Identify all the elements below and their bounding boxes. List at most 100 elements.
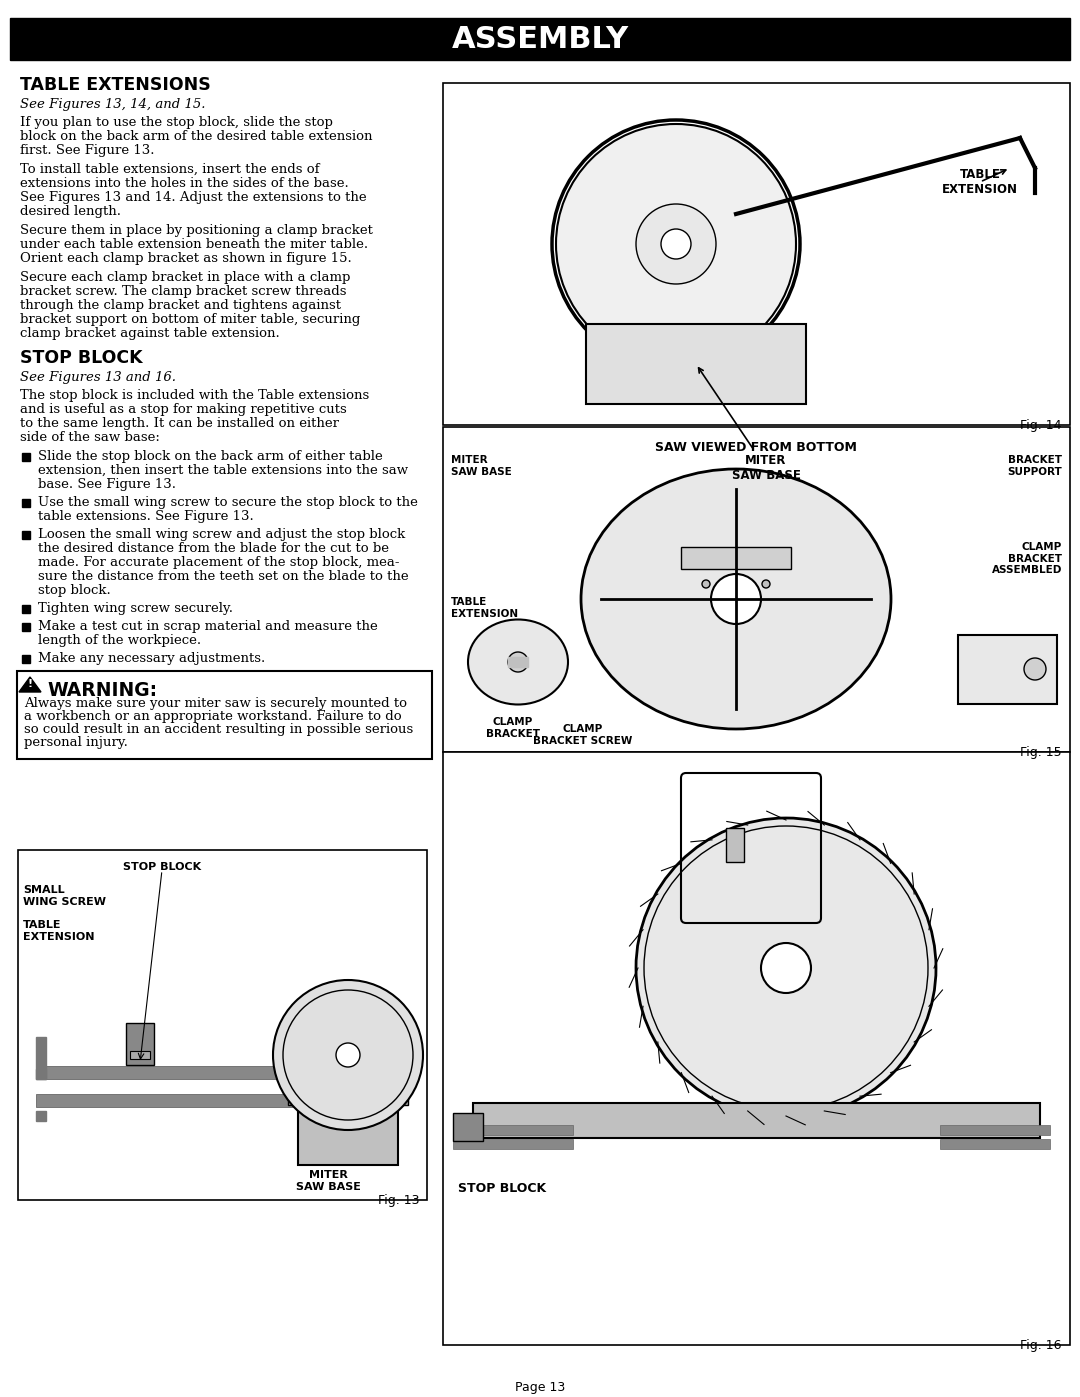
Bar [130,1051,150,1059]
Text: TABLE
EXTENSION: TABLE EXTENSION [23,921,95,942]
Ellipse shape [636,204,716,284]
Bar [726,828,744,862]
Circle shape [273,981,423,1130]
Text: stop block.: stop block. [38,584,111,597]
Text: first. See Figure 13.: first. See Figure 13. [21,144,154,156]
Text: Fig. 13: Fig. 13 [378,1194,419,1207]
Bar [22,655,30,664]
Text: and is useful as a stop for making repetitive cuts: and is useful as a stop for making repet… [21,402,347,416]
Bar [126,1023,154,1065]
Bar [22,453,30,461]
Text: Orient each clamp bracket as shown in figure 15.: Orient each clamp bracket as shown in fi… [21,251,352,265]
Bar [22,623,30,631]
Text: MITER
SAW BASE: MITER SAW BASE [296,1171,361,1192]
Text: Make a test cut in scrap material and measure the: Make a test cut in scrap material and me… [38,620,378,633]
Text: Fig. 14: Fig. 14 [1021,419,1062,432]
Text: TABLE EXTENSIONS: TABLE EXTENSIONS [21,75,211,94]
Bar [298,1065,399,1165]
Text: See Figures 13 and 14. Adjust the extensions to the: See Figures 13 and 14. Adjust the extens… [21,191,366,204]
Text: See Figures 13 and 16.: See Figures 13 and 16. [21,372,176,384]
Ellipse shape [556,124,796,365]
Text: CLAMP
BRACKET
ASSEMBLED: CLAMP BRACKET ASSEMBLED [991,542,1062,576]
Text: extensions into the holes in the sides of the base.: extensions into the holes in the sides o… [21,177,349,190]
Text: CLAMP
BRACKET: CLAMP BRACKET [486,717,540,739]
Bar [681,548,791,569]
Text: SMALL
WING SCREW: SMALL WING SCREW [23,886,106,907]
Bar [443,82,1070,425]
Text: Loosen the small wing screw and adjust the stop block: Loosen the small wing screw and adjust t… [38,528,405,541]
Text: See Figures 13, 14, and 15.: See Figures 13, 14, and 15. [21,98,205,110]
Bar [940,1125,1050,1134]
Text: to the same length. It can be installed on either: to the same length. It can be installed … [21,416,339,430]
Text: the desired distance from the blade for the cut to be: the desired distance from the blade for … [38,542,389,555]
Bar [453,1125,573,1134]
Text: MITER
SAW BASE: MITER SAW BASE [699,367,800,482]
Bar [453,1113,483,1141]
FancyBboxPatch shape [958,636,1057,704]
Text: bracket screw. The clamp bracket screw threads: bracket screw. The clamp bracket screw t… [21,285,347,298]
Text: Secure each clamp bracket in place with a clamp: Secure each clamp bracket in place with … [21,271,350,284]
Text: sure the distance from the teeth set on the blade to the: sure the distance from the teeth set on … [38,570,408,583]
Text: desired length.: desired length. [21,205,121,218]
Text: Make any necessary adjustments.: Make any necessary adjustments. [38,652,266,665]
Text: BRACKET
SUPPORT: BRACKET SUPPORT [1008,455,1062,476]
Polygon shape [19,678,41,692]
Text: CLAMP
BRACKET SCREW: CLAMP BRACKET SCREW [534,724,633,746]
Circle shape [761,943,811,993]
Bar [36,1094,328,1106]
Text: base. See Figure 13.: base. See Figure 13. [38,478,176,490]
Bar [18,849,427,1200]
Bar [36,1037,46,1078]
Text: side of the saw base:: side of the saw base: [21,432,160,444]
Text: STOP BLOCK: STOP BLOCK [458,1182,546,1194]
Ellipse shape [581,469,891,729]
Bar [508,657,528,666]
Text: SAW VIEWED FROM BOTTOM: SAW VIEWED FROM BOTTOM [656,441,856,454]
Text: !: ! [27,679,32,689]
Bar [36,1066,328,1078]
Text: block on the back arm of the desired table extension: block on the back arm of the desired tab… [21,130,373,142]
Text: so could result in an accident resulting in possible serious: so could result in an accident resulting… [24,724,414,736]
Bar [22,605,30,613]
Bar [586,324,806,404]
Bar [22,499,30,507]
Text: under each table extension beneath the miter table.: under each table extension beneath the m… [21,237,368,251]
Text: table extensions. See Figure 13.: table extensions. See Figure 13. [38,510,254,522]
Ellipse shape [468,619,568,704]
Bar [940,1139,1050,1148]
Text: STOP BLOCK: STOP BLOCK [21,349,143,367]
Text: Use the small wing screw to secure the stop block to the: Use the small wing screw to secure the s… [38,496,418,509]
Text: through the clamp bracket and tightens against: through the clamp bracket and tightens a… [21,299,341,312]
Text: bracket support on bottom of miter table, securing: bracket support on bottom of miter table… [21,313,361,326]
Text: Page 13: Page 13 [515,1382,565,1394]
Ellipse shape [508,652,528,672]
Circle shape [636,819,936,1118]
Text: If you plan to use the stop block, slide the stop: If you plan to use the stop block, slide… [21,116,333,129]
Text: TABLE
EXTENSION: TABLE EXTENSION [451,597,518,619]
Text: Fig. 16: Fig. 16 [1021,1338,1062,1352]
Bar [36,1111,46,1120]
Text: clamp bracket against table extension.: clamp bracket against table extension. [21,327,280,339]
Bar [288,1076,408,1105]
Text: TABLE
EXTENSION: TABLE EXTENSION [942,168,1018,196]
Text: STOP BLOCK: STOP BLOCK [123,862,201,872]
Bar [36,1069,46,1078]
Text: Tighten wing screw securely.: Tighten wing screw securely. [38,602,233,615]
Text: length of the workpiece.: length of the workpiece. [38,634,201,647]
Bar [453,1139,573,1148]
Text: Fig. 15: Fig. 15 [1021,746,1062,759]
Text: extension, then insert the table extensions into the saw: extension, then insert the table extensi… [38,464,408,476]
Text: To install table extensions, insert the ends of: To install table extensions, insert the … [21,163,320,176]
Bar [22,531,30,539]
Text: made. For accurate placement of the stop block, mea-: made. For accurate placement of the stop… [38,556,400,569]
Text: MITER
SAW BASE: MITER SAW BASE [451,455,512,476]
Circle shape [336,1044,360,1067]
Text: Slide the stop block on the back arm of either table: Slide the stop block on the back arm of … [38,450,382,462]
Ellipse shape [702,580,710,588]
Ellipse shape [1024,658,1047,680]
Text: Secure them in place by positioning a clamp bracket: Secure them in place by positioning a cl… [21,224,373,237]
Bar [10,18,1070,60]
Bar [17,671,432,759]
Text: WARNING:: WARNING: [48,680,157,700]
Bar [443,752,1070,1345]
